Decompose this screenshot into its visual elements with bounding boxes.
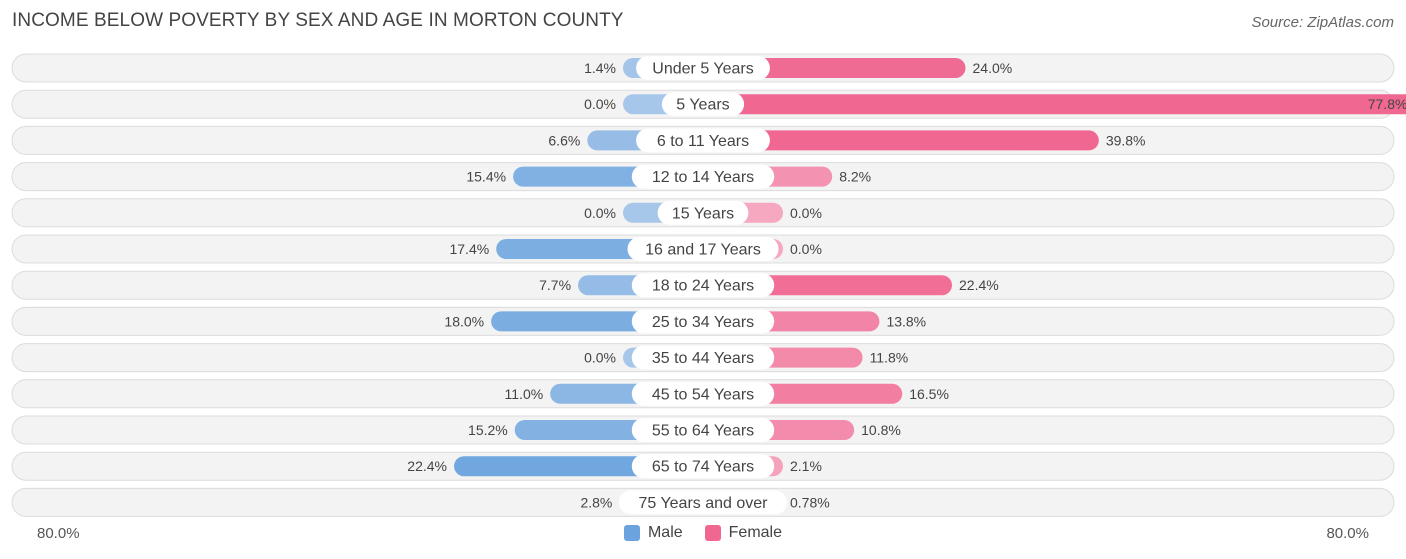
axis-right-label: 80.0%: [1326, 525, 1369, 542]
chart-title: INCOME BELOW POVERTY BY SEX AND AGE IN M…: [12, 10, 624, 31]
legend-item-male[interactable]: Male: [623, 524, 683, 542]
female-value-label: 0.0%: [790, 241, 822, 257]
male-value-label: 15.2%: [468, 422, 508, 438]
category-label: 45 to 54 Years: [652, 386, 754, 403]
category-label-background: [661, 92, 745, 117]
female-value-label: 13.8%: [886, 313, 926, 329]
category-label: 75 Years and over: [639, 495, 769, 512]
category-label-background: [631, 309, 775, 334]
legend-label-male: Male: [647, 524, 683, 541]
category-label: 15 Years: [672, 205, 734, 222]
female-value-label: 8.2%: [839, 169, 871, 185]
category-label: 18 to 24 Years: [652, 278, 754, 295]
male-value-label: 17.4%: [449, 241, 489, 257]
category-label-background: [631, 164, 775, 189]
category-label-background: [631, 454, 775, 479]
category-label: 35 to 44 Years: [652, 350, 754, 367]
male-value-label: 2.8%: [580, 494, 612, 510]
legend-label-female: Female: [728, 524, 783, 541]
female-value-label: 16.5%: [909, 386, 949, 402]
category-label-background: [636, 56, 770, 80]
row-65-to-74-years: 65 to 74 Years 22.4% 2.1%: [11, 451, 1395, 481]
category-label: 65 to 74 Years: [652, 459, 754, 476]
legend-swatch-female: [704, 525, 721, 541]
male-value-label: 0.0%: [584, 205, 616, 221]
male-value-label: 1.4%: [584, 60, 616, 76]
male-value-label: 15.4%: [466, 169, 506, 185]
chart-canvas: Under 5 Years 1.4% 24.0% 5 Years 0.0% 77.8% 6 …: [11, 53, 1406, 517]
row-5-years: 5 Years 0.0% 77.8%: [11, 89, 1406, 119]
source-credit: Source: ZipAtlas.com: [1251, 14, 1394, 31]
category-label-background: [627, 237, 779, 261]
category-label: 5 Years: [676, 97, 729, 114]
row-45-to-54-years: 45 to 54 Years 11.0% 16.5%: [11, 379, 1395, 409]
category-label-background: [631, 345, 775, 370]
female-value-label: 0.0%: [790, 205, 822, 221]
male-value-label: 7.7%: [539, 277, 571, 293]
row-12-to-14-years: 12 to 14 Years 15.4% 8.2%: [11, 162, 1395, 192]
female-value-label: 77.8%: [1368, 96, 1406, 112]
row-55-to-64-years: 55 to 64 Years 15.2% 10.8%: [11, 415, 1395, 445]
female-value-label: 10.8%: [861, 422, 901, 438]
female-bar: [703, 130, 1099, 151]
row-35-to-44-years: 35 to 44 Years 0.0% 11.8%: [11, 343, 1395, 373]
category-label-background: [657, 200, 749, 225]
female-value-label: 0.78%: [790, 494, 830, 510]
legend: Male Female: [0, 524, 1406, 542]
row-18-to-24-years: 18 to 24 Years 7.7% 22.4%: [11, 270, 1395, 300]
male-value-label: 11.0%: [505, 386, 544, 402]
row-16-and-17-years: 16 and 17 Years 17.4% 0.0%: [11, 234, 1395, 264]
row-under-5-years: Under 5 Years 1.4% 24.0%: [11, 53, 1395, 83]
row-75-years-and-over: 75 Years and over 2.8% 0.78%: [11, 487, 1395, 517]
category-label: 16 and 17 Years: [645, 242, 761, 259]
category-label-background: [631, 381, 775, 406]
male-value-label: 6.6%: [548, 132, 580, 148]
row-25-to-34-years: 25 to 34 Years 18.0% 13.8%: [11, 306, 1395, 336]
female-value-label: 11.8%: [870, 350, 909, 366]
legend-item-female[interactable]: Female: [704, 524, 783, 542]
category-label: 25 to 34 Years: [652, 314, 754, 331]
male-value-label: 0.0%: [584, 96, 616, 112]
category-label: Under 5 Years: [652, 61, 753, 78]
female-bar: [703, 94, 1406, 115]
axis-left-label: 80.0%: [37, 525, 80, 542]
row-15-years: 15 Years 0.0% 0.0%: [11, 198, 1395, 228]
category-label: 12 to 14 Years: [652, 169, 754, 186]
legend-swatch-male: [623, 525, 640, 541]
category-label: 55 to 64 Years: [652, 423, 754, 440]
category-label-background: [636, 128, 770, 153]
row-6-to-11-years: 6 to 11 Years 6.6% 39.8%: [11, 125, 1395, 155]
category-label-background: [631, 418, 775, 442]
male-value-label: 18.0%: [444, 313, 484, 329]
female-value-label: 39.8%: [1106, 132, 1146, 148]
category-label-background: [618, 490, 788, 515]
category-label-background: [631, 273, 775, 298]
female-value-label: 2.1%: [790, 458, 822, 474]
male-value-label: 0.0%: [584, 350, 616, 366]
category-label: 6 to 11 Years: [657, 133, 749, 150]
female-value-label: 24.0%: [973, 60, 1013, 76]
male-value-label: 22.4%: [407, 458, 447, 474]
female-value-label: 22.4%: [959, 277, 999, 293]
